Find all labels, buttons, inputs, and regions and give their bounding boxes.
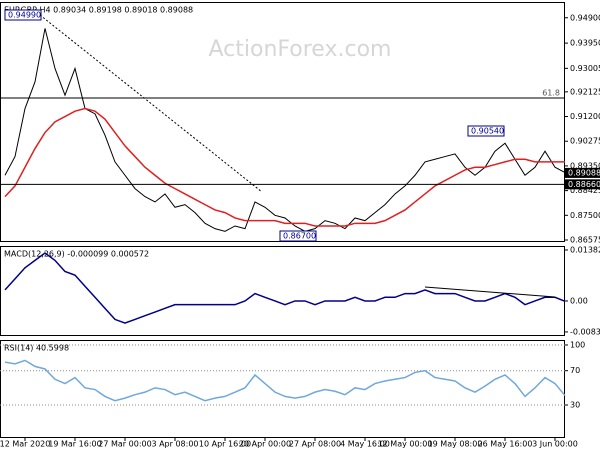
panel-frame	[0, 340, 565, 438]
x-tick-label: 26 May 16:00	[478, 440, 533, 449]
price-label-box	[565, 179, 600, 190]
price-label: 0.88660	[568, 180, 600, 189]
y-tick-label: 70	[570, 366, 580, 375]
x-tick-label: 19 May 08:00	[428, 440, 483, 449]
annotation: 61.8	[542, 89, 560, 98]
x-tick-label: 12 Mar 2020	[0, 440, 50, 449]
y-tick-label: 0.92125	[570, 87, 600, 96]
y-tick-label: 0.87500	[570, 211, 600, 220]
x-tick-label: 20 Apr 00:00	[239, 440, 291, 449]
y-tick-label: 100	[570, 340, 585, 349]
x-tick-label: 27 Apr 08:00	[289, 440, 341, 449]
annotation-box	[467, 125, 505, 137]
y-tick-label: 0.91200	[570, 112, 600, 121]
y-tick-label: 0.86575	[570, 235, 600, 244]
y-tick-label: 0.93005	[570, 64, 600, 73]
trend-line	[424, 286, 556, 298]
x-tick-label: 3 Apr 08:00	[151, 440, 198, 449]
y-tick-label: 0.88425	[570, 186, 600, 195]
annotation: 0.94990	[8, 11, 41, 20]
y-tick-label: 0.94900	[570, 13, 600, 22]
series-line	[4, 107, 565, 227]
series-line	[4, 359, 566, 402]
price-label-box	[565, 167, 600, 178]
x-tick-label: 27 Mar 00:00	[98, 440, 151, 449]
watermark: ActionForex.com	[209, 37, 392, 62]
panel-title: RSI(14) 40.5998	[4, 344, 69, 353]
y-tick-label: 0.90275	[570, 137, 600, 146]
series-line	[4, 252, 566, 324]
y-tick-label: 0.89350	[570, 161, 600, 170]
annotation: 0.86700	[283, 232, 316, 241]
x-tick-label: 19 Mar 16:00	[48, 440, 101, 449]
price-label: 0.89088	[568, 168, 600, 177]
x-tick-label: 10 Apr 16:00	[199, 440, 251, 449]
series-line	[4, 28, 566, 232]
annotation-box	[4, 9, 42, 21]
annotation-box	[279, 230, 317, 242]
panel-title: EURGBP,H4 0.89034 0.89198 0.89018 0.8908…	[4, 6, 193, 15]
panel-title: MACD(12,26,9) -0.000099 0.000572	[4, 250, 149, 259]
x-tick-label: 12 May 00:00	[378, 440, 433, 449]
x-tick-label: 3 Jun 00:00	[532, 440, 578, 449]
panel-frame	[0, 246, 565, 336]
y-tick-label: 0.013821	[570, 245, 600, 254]
y-tick-label: 30	[570, 400, 580, 409]
y-tick-label: -0.008397	[570, 327, 600, 336]
y-tick-label: 0.93950	[570, 39, 600, 48]
x-tick-label: 4 May 16:00	[340, 440, 390, 449]
annotation: 0.90540	[471, 127, 504, 136]
y-tick-label: 0.00	[570, 296, 588, 305]
trend-line	[39, 14, 263, 193]
